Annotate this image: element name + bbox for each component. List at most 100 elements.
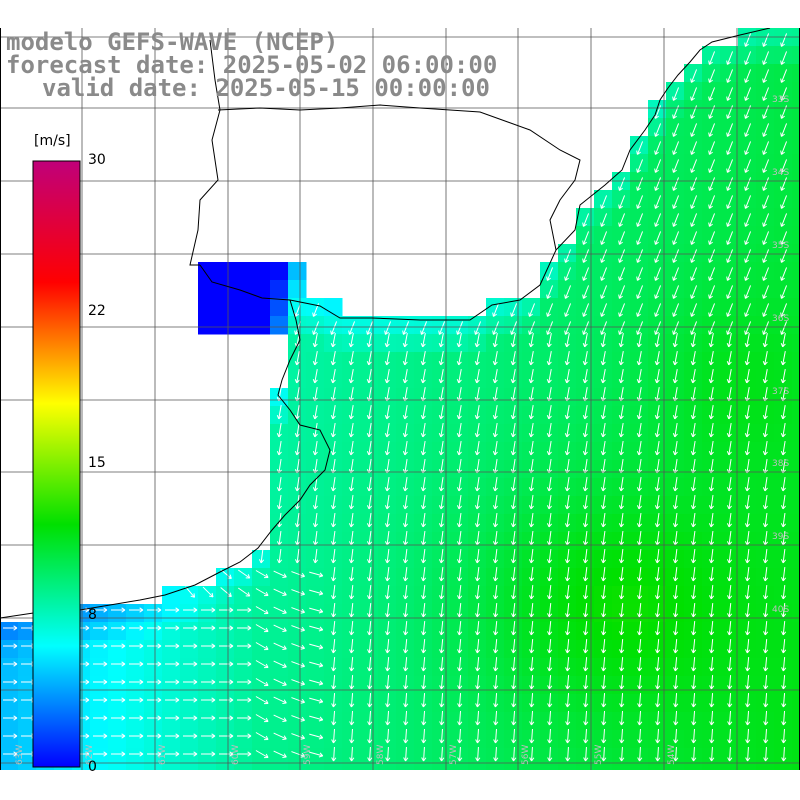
wind-cell	[720, 190, 739, 209]
wind-arrow	[727, 602, 733, 618]
wind-arrow	[165, 679, 180, 685]
wind-arrow	[708, 231, 716, 245]
wind-arrow	[672, 285, 680, 299]
wind-arrow	[255, 624, 269, 633]
wind-arrow	[349, 602, 355, 618]
wind-cell	[702, 82, 721, 101]
wind-arrow	[510, 441, 516, 456]
lon-label: 58W	[376, 745, 386, 765]
wind-arrow	[654, 351, 660, 366]
wind-cell	[288, 640, 307, 659]
wind-arrow	[781, 746, 787, 762]
wind-arrow	[780, 351, 786, 366]
wind-arrow	[201, 643, 216, 649]
wind-arrow	[273, 732, 287, 740]
wind-arrow	[744, 285, 752, 299]
wind-arrow	[384, 423, 390, 438]
wind-arrow	[762, 441, 768, 456]
wind-arrow	[3, 751, 18, 757]
wind-cell	[666, 730, 685, 749]
wind-cell	[198, 676, 217, 695]
wind-cell	[594, 730, 613, 749]
wind-arrow	[93, 751, 108, 757]
wind-cell	[432, 748, 451, 767]
wind-cell	[720, 280, 739, 299]
wind-arrow	[402, 548, 409, 564]
wind-cell	[576, 244, 595, 263]
grid-labels: 33S 34S 35S 36S 37S 38S 39S 40S 63W 62W 61W 60W 59W 5…	[15, 95, 789, 765]
wind-arrow	[366, 423, 372, 438]
wind-arrow	[618, 548, 625, 564]
wind-arrow	[510, 477, 516, 492]
wind-cell	[720, 316, 739, 335]
wind-arrow	[384, 405, 390, 420]
wind-arrow	[309, 607, 324, 614]
wind-arrow	[654, 213, 662, 227]
wind-arrow	[165, 625, 180, 631]
wind-cell	[0, 622, 19, 641]
wind-arrow	[219, 697, 234, 703]
wind-arrow	[654, 123, 662, 137]
wind-arrow	[601, 602, 607, 618]
wind-arrow	[219, 751, 234, 757]
wind-cell	[756, 82, 775, 101]
wind-cell	[342, 316, 361, 335]
wind-cell	[162, 604, 181, 623]
wind-cell	[288, 604, 307, 623]
wind-arrow	[529, 656, 535, 672]
wind-cell	[180, 658, 199, 677]
wind-arrow	[564, 285, 572, 299]
wind-arrow	[655, 602, 661, 618]
wind-arrow	[529, 710, 535, 726]
wind-arrow	[672, 195, 680, 209]
wind-arrow	[439, 728, 445, 744]
wind-arrow	[511, 638, 517, 654]
wind-cell	[792, 406, 800, 425]
wind-arrow	[780, 141, 788, 155]
wind-arrow	[330, 405, 336, 420]
wind-cell	[306, 298, 325, 317]
wind-arrow	[456, 333, 462, 348]
wind-arrow	[276, 548, 283, 564]
wind-arrow	[492, 530, 499, 546]
wind-arrow	[547, 746, 553, 762]
wind-cell	[792, 100, 800, 119]
wind-arrow	[93, 697, 108, 703]
wind-arrow	[165, 607, 180, 613]
wind-arrow	[111, 715, 126, 721]
wind-arrow	[3, 679, 18, 685]
wind-arrow	[672, 405, 678, 420]
wind-cell	[108, 676, 127, 695]
wind-cell	[540, 748, 559, 767]
wind-arrow	[528, 423, 534, 438]
wind-arrow	[673, 638, 679, 654]
wind-arrow	[744, 495, 750, 510]
wind-arrow	[601, 584, 607, 600]
wind-arrow	[781, 692, 787, 708]
coastline-north	[199, 27, 771, 321]
wind-cell	[666, 298, 685, 317]
wind-cell	[630, 730, 649, 749]
wind-cell	[180, 694, 199, 713]
wind-arrow	[510, 333, 516, 348]
wind-arrow	[457, 638, 463, 654]
wind-arrow	[385, 620, 391, 636]
wind-arrow	[600, 548, 607, 564]
wind-cell	[360, 712, 379, 731]
wind-arrow	[600, 530, 607, 546]
wind-arrow	[367, 638, 373, 654]
wind-arrow	[201, 697, 216, 703]
wind-arrow	[565, 710, 571, 726]
wind-arrow	[475, 638, 481, 654]
wind-cell	[594, 298, 613, 317]
wind-arrow	[780, 321, 788, 335]
wind-arrow	[331, 728, 337, 744]
wind-arrow	[474, 333, 480, 348]
wind-cell	[306, 622, 325, 641]
wind-arrow	[762, 123, 770, 137]
wind-cell	[270, 298, 289, 317]
wind-arrow	[583, 602, 589, 618]
lat-label: 35S	[772, 241, 789, 251]
wind-arrow	[745, 656, 751, 672]
wind-cell	[684, 316, 703, 335]
